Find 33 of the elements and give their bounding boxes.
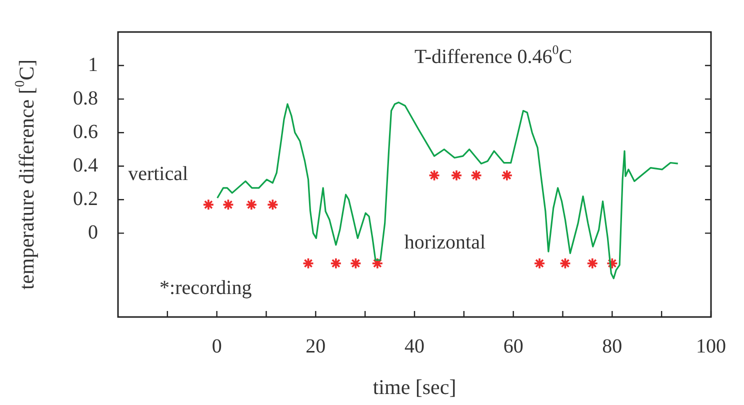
- x-tick-label: 20: [306, 335, 326, 358]
- point: [302, 257, 314, 270]
- y-tick-label: 0.6: [73, 120, 98, 143]
- point: [586, 257, 598, 270]
- annotation: vertical: [128, 162, 188, 185]
- x-tick-label: 100: [696, 335, 726, 358]
- y-tick-label: 0: [88, 221, 98, 244]
- x-tick-label: 60: [503, 335, 524, 358]
- y-tick-label: 1: [88, 54, 98, 76]
- point: [246, 198, 258, 211]
- x-tick-label: 80: [602, 335, 622, 358]
- point: [606, 257, 618, 270]
- x-tick-label: 0: [212, 335, 222, 358]
- point: [428, 169, 440, 182]
- point: [450, 169, 462, 182]
- point: [266, 198, 279, 211]
- x-tick-label: 40: [404, 335, 424, 358]
- y-tick-label: 0.8: [73, 87, 98, 110]
- point: [202, 198, 214, 211]
- annotation: horizontal: [404, 231, 486, 254]
- x-axis-title: time [sec]: [372, 374, 456, 399]
- point: [534, 257, 546, 270]
- point: [330, 257, 342, 270]
- y-tick-label: 0.2: [73, 188, 98, 210]
- point: [559, 257, 572, 270]
- y-axis-title: temperature difference [0C]: [12, 59, 39, 290]
- y-tick-label: 0.4: [73, 154, 98, 176]
- point: [470, 169, 482, 182]
- point: [222, 198, 234, 211]
- point: [501, 169, 513, 182]
- point: [350, 257, 362, 270]
- point: [372, 257, 384, 270]
- annotation: *:recording: [160, 276, 252, 299]
